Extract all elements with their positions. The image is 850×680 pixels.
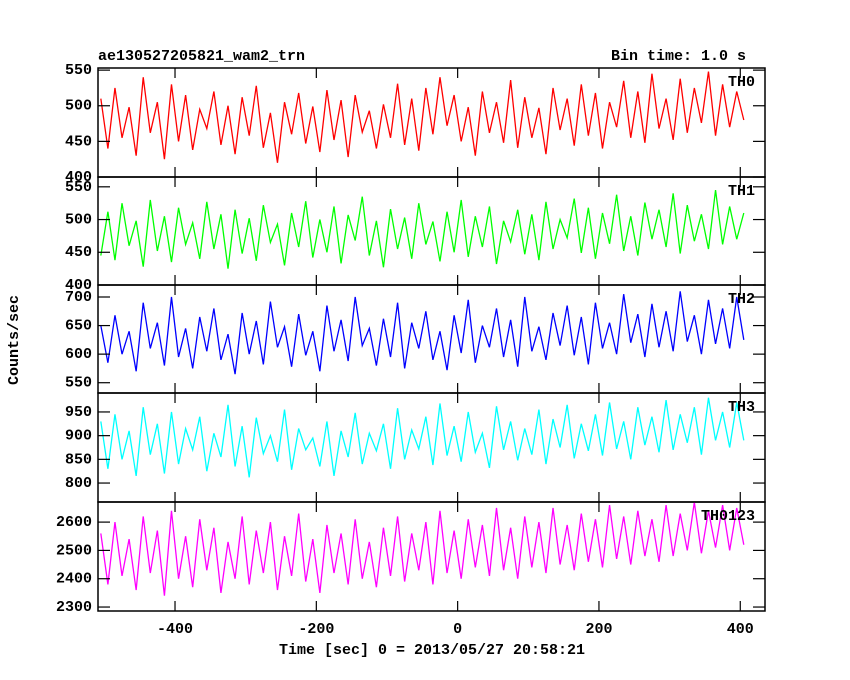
y-tick-label: 450 bbox=[65, 244, 92, 261]
series-line bbox=[100, 291, 745, 375]
panel-label: TH2 bbox=[728, 291, 755, 308]
bin-time: Bin time: 1.0 s bbox=[611, 48, 746, 65]
y-tick-label: 800 bbox=[65, 475, 92, 492]
y-tick-label: 700 bbox=[65, 289, 92, 306]
series-line bbox=[100, 71, 745, 163]
x-tick-label: 200 bbox=[585, 621, 612, 638]
y-tick-label: 2600 bbox=[56, 514, 92, 531]
series-line bbox=[100, 190, 745, 269]
series-line bbox=[100, 502, 745, 596]
y-tick-label: 550 bbox=[65, 62, 92, 79]
panel-frame bbox=[97, 284, 766, 394]
y-axis-label: Counts/sec bbox=[6, 295, 23, 385]
y-tick-label: 400 bbox=[65, 277, 92, 294]
panel-label: TH1 bbox=[728, 183, 755, 200]
y-tick-label: 400 bbox=[65, 169, 92, 186]
y-tick-label: 950 bbox=[65, 404, 92, 421]
y-tick-label: 850 bbox=[65, 451, 92, 468]
y-tick-label: 2400 bbox=[56, 571, 92, 588]
panel-frame bbox=[97, 501, 766, 612]
panel-frame bbox=[97, 176, 766, 286]
panel-label: TH0123 bbox=[701, 508, 755, 525]
y-tick-label: 2300 bbox=[56, 599, 92, 616]
panel-label: TH3 bbox=[728, 399, 755, 416]
y-tick-label: 550 bbox=[65, 179, 92, 196]
chart-title: ae130527205821_wam2_trn bbox=[98, 48, 305, 65]
x-tick-label: 400 bbox=[727, 621, 754, 638]
y-tick-label: 600 bbox=[65, 346, 92, 363]
x-axis-label: Time [sec] 0 = 2013/05/27 20:58:21 bbox=[279, 642, 585, 659]
y-tick-label: 2500 bbox=[56, 542, 92, 559]
y-tick-label: 900 bbox=[65, 428, 92, 445]
y-tick-label: 650 bbox=[65, 318, 92, 335]
x-tick-label: 0 bbox=[453, 621, 462, 638]
x-tick-label: -400 bbox=[157, 621, 193, 638]
x-tick-label: -200 bbox=[298, 621, 334, 638]
y-tick-label: 450 bbox=[65, 133, 92, 150]
y-tick-label: 550 bbox=[65, 375, 92, 392]
series-line bbox=[100, 397, 745, 478]
y-tick-label: 500 bbox=[65, 98, 92, 115]
panel-label: TH0 bbox=[728, 74, 755, 91]
y-tick-label: 500 bbox=[65, 212, 92, 229]
